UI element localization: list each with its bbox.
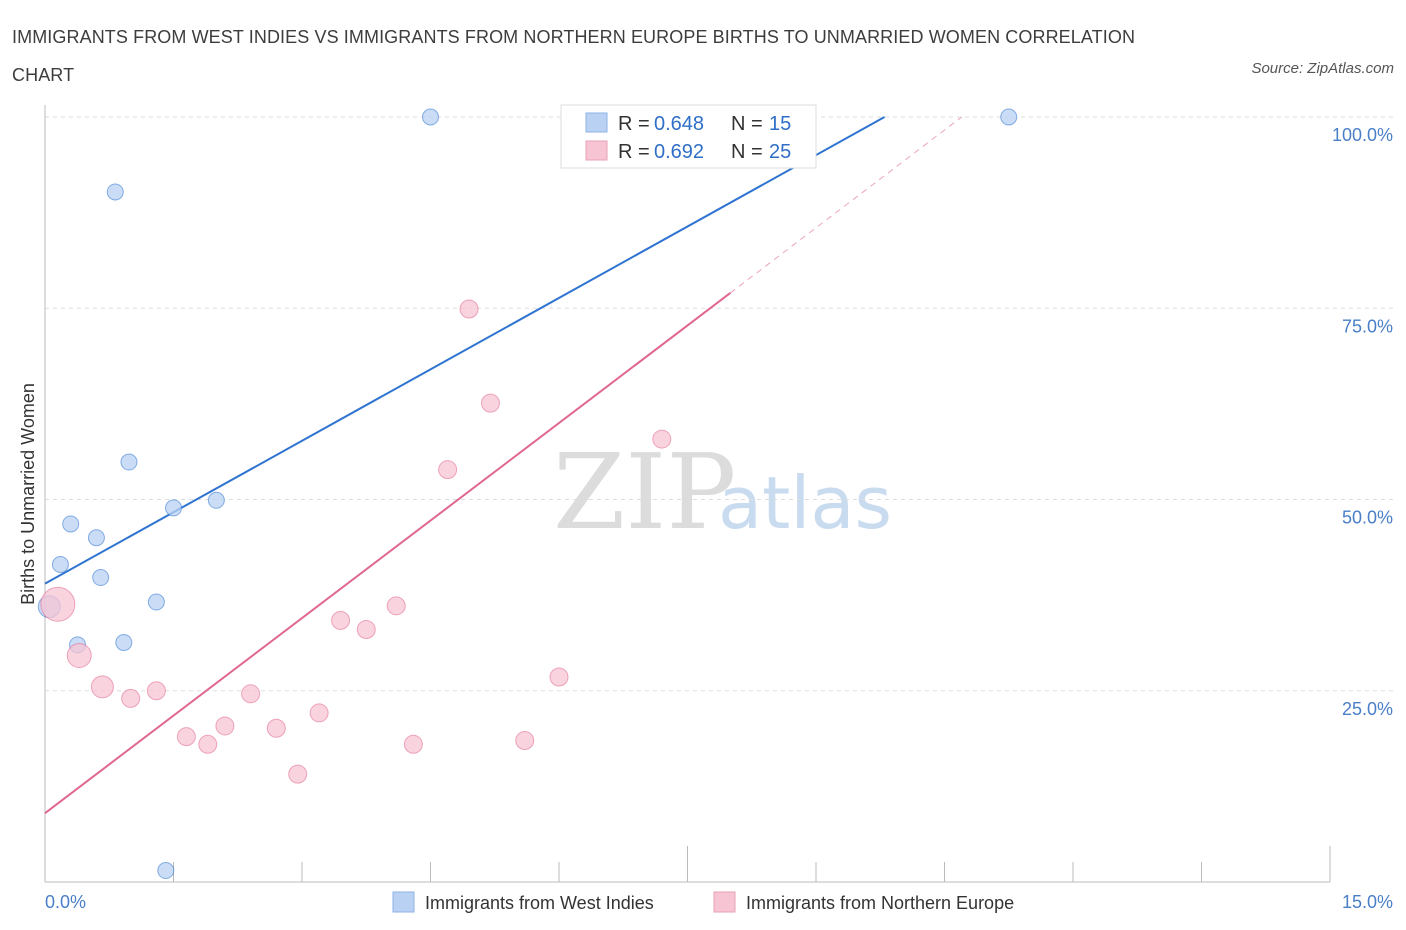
watermark-zip: ZIP: [553, 431, 736, 553]
series-legend: Immigrants from West Indies Immigrants f…: [392, 891, 1014, 913]
data-point-blue: [165, 499, 182, 517]
data-point-pink: [288, 764, 308, 784]
x-ticks: [173, 846, 1331, 882]
data-point-blue: [120, 453, 138, 471]
data-point-pink: [331, 610, 351, 630]
data-point-pink: [90, 675, 114, 699]
data-point-blue: [147, 593, 165, 611]
legend-r-value-pink: 0.692: [654, 141, 704, 163]
trend-line-pink: [44, 292, 731, 814]
y-tick-label: 100.0%: [1332, 125, 1393, 145]
legend-n-label-blue: N =: [731, 113, 763, 135]
data-point-pink: [549, 667, 569, 687]
legend-r-label-blue: R =: [618, 113, 650, 135]
data-point-pink: [356, 620, 376, 640]
data-point-blue: [87, 529, 105, 547]
series-legend-swatch-blue: [392, 891, 415, 913]
y-axis-label: Births to Unmarried Women: [18, 383, 38, 605]
data-point-pink: [176, 727, 196, 747]
data-point-blue: [51, 556, 69, 574]
data-point-pink: [403, 734, 423, 754]
data-point-pink: [459, 299, 479, 319]
data-point-pink: [386, 596, 406, 616]
legend-n-value-blue: 15: [769, 113, 791, 135]
x-tick-label-max: 15.0%: [1342, 892, 1393, 912]
data-point-blue: [115, 634, 133, 652]
legend-r-value-blue: 0.648: [654, 113, 704, 135]
y-tick-labels: 25.0% 50.0% 75.0% 100.0%: [1332, 125, 1393, 719]
trend-extension-pink: [730, 116, 962, 294]
trend-lines: [44, 116, 962, 814]
stats-legend: R = 0.648 N = 15 R = 0.692 N = 25: [560, 104, 817, 169]
series-legend-label-pink: Immigrants from Northern Europe: [746, 893, 1014, 913]
data-point-pink: [40, 586, 76, 622]
data-point-pink: [515, 730, 535, 750]
data-point-blue: [92, 569, 110, 587]
data-point-blue: [207, 491, 225, 509]
legend-r-label-pink: R =: [618, 141, 650, 163]
legend-n-value-pink: 25: [769, 141, 791, 163]
watermark-atlas: atlas: [718, 461, 892, 545]
data-point-blue: [62, 515, 80, 533]
data-point-pink: [146, 681, 166, 701]
x-tick-label-min: 0.0%: [45, 892, 86, 912]
data-point-pink: [480, 393, 500, 413]
chart-title: IMMIGRANTS FROM WEST INDIES VS IMMIGRANT…: [12, 27, 1136, 85]
legend-n-label-pink: N =: [731, 141, 763, 163]
data-point-blue: [106, 183, 124, 201]
data-point-pink: [241, 684, 261, 704]
data-point-pink: [215, 716, 235, 736]
data-point-pink: [652, 429, 672, 449]
legend-swatch-pink: [585, 140, 608, 161]
series-legend-swatch-pink: [713, 891, 736, 913]
data-point-pink: [266, 718, 286, 738]
gridlines: [45, 116, 1393, 692]
y-tick-label: 25.0%: [1342, 699, 1393, 719]
data-point-pink: [66, 643, 92, 669]
source-credit: Source: ZipAtlas.com: [1251, 60, 1394, 77]
data-point-pink: [438, 460, 458, 480]
series-legend-label-blue: Immigrants from West Indies: [425, 893, 654, 913]
y-tick-label: 50.0%: [1342, 508, 1393, 528]
data-point-blue: [157, 862, 175, 880]
legend-swatch-blue: [585, 112, 608, 133]
data-point-blue: [422, 108, 439, 126]
data-point-blue: [1000, 108, 1018, 126]
data-point-pink: [309, 703, 329, 723]
y-tick-label: 75.0%: [1342, 316, 1393, 336]
data-point-pink: [121, 688, 141, 708]
data-point-pink: [198, 734, 218, 754]
trend-line-blue: [44, 116, 886, 585]
